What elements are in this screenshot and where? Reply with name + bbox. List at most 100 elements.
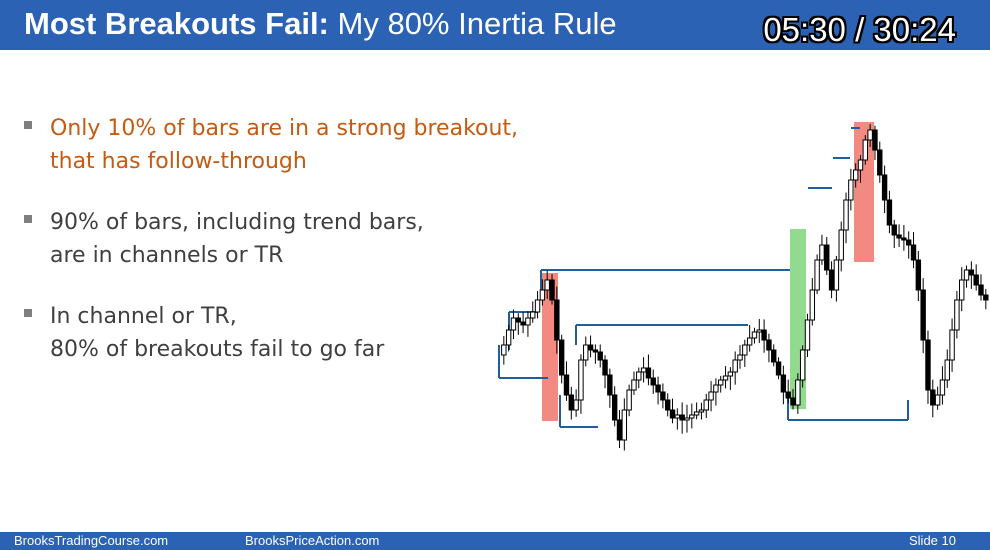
bullet-text: Only 10% of bars are in a strong breakou… bbox=[50, 112, 544, 178]
bull-candle bbox=[732, 359, 738, 373]
bear-candle bbox=[515, 317, 521, 323]
candlestick-chart bbox=[498, 122, 989, 451]
bullet-item: 90% of bars, including trend bars, are i… bbox=[24, 206, 544, 272]
bear-candle bbox=[761, 329, 767, 341]
bear-candle bbox=[978, 284, 984, 296]
bear-candle bbox=[891, 224, 897, 236]
breakout-level-lines bbox=[498, 127, 909, 428]
bull-candle bbox=[727, 371, 734, 377]
bear-candle bbox=[973, 274, 979, 286]
bull-candle bbox=[510, 317, 517, 331]
bull-candle bbox=[693, 411, 700, 416]
bull-candle bbox=[963, 269, 970, 281]
bullet-line: 90% of bars, including trend bars, bbox=[50, 210, 424, 235]
bear-candle bbox=[824, 244, 830, 271]
bull-candle bbox=[737, 354, 743, 361]
bull-candle bbox=[819, 244, 825, 261]
bear-candle bbox=[679, 414, 685, 421]
bear-candle bbox=[920, 289, 926, 341]
bull-candle bbox=[867, 129, 873, 141]
bear-candle bbox=[766, 339, 772, 351]
bear-candle bbox=[983, 294, 989, 301]
bull-candle bbox=[852, 169, 859, 181]
bull-candle bbox=[939, 379, 946, 396]
bull-candle bbox=[809, 289, 816, 321]
bear-candle bbox=[780, 374, 787, 393]
bear-candle bbox=[616, 419, 623, 441]
bull-candle bbox=[746, 337, 753, 346]
bull-candle bbox=[530, 311, 536, 319]
slide-title-rest: My 80% Inertia Rule bbox=[337, 6, 617, 41]
bull-candle bbox=[505, 329, 512, 346]
bear-candle bbox=[925, 339, 931, 391]
bull-candle bbox=[795, 379, 801, 406]
bull-candle bbox=[631, 379, 637, 391]
bull-candle bbox=[833, 259, 840, 291]
bear-candle bbox=[785, 391, 791, 399]
bear-candle bbox=[520, 321, 526, 326]
bull-candle bbox=[954, 299, 960, 331]
bear-candle bbox=[549, 279, 555, 301]
title-bar: Most Breakouts Fail: My 80% Inertia Rule… bbox=[0, 0, 990, 50]
bullet-square-icon bbox=[24, 121, 32, 129]
price-bars bbox=[501, 124, 989, 451]
bull-candle bbox=[934, 394, 941, 406]
bear-candle bbox=[558, 339, 565, 376]
bull-candle bbox=[722, 375, 729, 381]
bear-candle bbox=[877, 149, 883, 176]
bear-candle bbox=[669, 409, 676, 419]
bull-candle bbox=[626, 389, 632, 411]
slide-title: Most Breakouts Fail: My 80% Inertia Rule bbox=[24, 4, 617, 44]
bear-candle bbox=[775, 361, 782, 376]
footer-bar: BrooksTradingCourse.com BrooksPriceActio… bbox=[0, 532, 990, 550]
bear-candle bbox=[910, 244, 917, 261]
bull-candle bbox=[539, 289, 546, 301]
bull-candle bbox=[640, 367, 647, 373]
bear-candle bbox=[930, 389, 936, 406]
slide-number: Slide 10 bbox=[909, 533, 956, 548]
bullet-item: Only 10% of bars are in a strong breakou… bbox=[24, 112, 544, 178]
bull-candle bbox=[751, 331, 758, 339]
bull-candle bbox=[944, 359, 950, 381]
bullet-square-icon bbox=[24, 215, 32, 223]
bear-candle bbox=[592, 349, 599, 353]
bull-candle bbox=[742, 344, 748, 356]
bull-candle bbox=[713, 384, 719, 393]
bear-candle bbox=[915, 259, 922, 291]
bear-candle bbox=[607, 374, 613, 396]
bullet-item: In channel or TR, 80% of breakouts fail … bbox=[24, 300, 544, 366]
bear-candle bbox=[568, 394, 574, 411]
bull-candle bbox=[534, 299, 541, 313]
bullet-line: are in channels or TR bbox=[50, 243, 284, 268]
bullet-line: that has follow-through bbox=[50, 149, 307, 174]
bull-candle bbox=[814, 259, 820, 291]
bear-candle bbox=[665, 399, 671, 411]
slide-title-bold: Most Breakouts Fail: bbox=[24, 6, 329, 41]
bear-candle bbox=[872, 129, 878, 151]
bull-candle bbox=[718, 379, 724, 386]
bear-candle bbox=[597, 351, 603, 361]
video-timer: 05:30 / 30:24 bbox=[763, 11, 956, 48]
bull-candle bbox=[684, 417, 690, 421]
bullet-text: 90% of bars, including trend bars, are i… bbox=[50, 206, 544, 272]
bear-reversal-highlight bbox=[854, 122, 874, 262]
bear-candle bbox=[655, 384, 661, 393]
bull-candle bbox=[689, 414, 695, 419]
bull-candle bbox=[848, 179, 854, 201]
bear-candle bbox=[771, 349, 777, 363]
bear-candle bbox=[906, 239, 912, 246]
bull-candle bbox=[703, 399, 709, 411]
bull-candle bbox=[578, 359, 584, 401]
bull-candle bbox=[621, 409, 628, 441]
bull-candle bbox=[959, 279, 965, 301]
bear-breakout-highlight bbox=[542, 273, 558, 421]
bull-candle bbox=[636, 371, 642, 381]
bear-candle bbox=[881, 174, 888, 201]
bull-candle bbox=[525, 317, 531, 326]
bear-candle bbox=[901, 237, 907, 241]
bull-candle bbox=[674, 414, 681, 419]
bear-candle bbox=[602, 359, 608, 376]
bull-candle bbox=[843, 199, 849, 231]
bull-candle bbox=[583, 344, 589, 361]
bear-candle bbox=[650, 377, 656, 386]
